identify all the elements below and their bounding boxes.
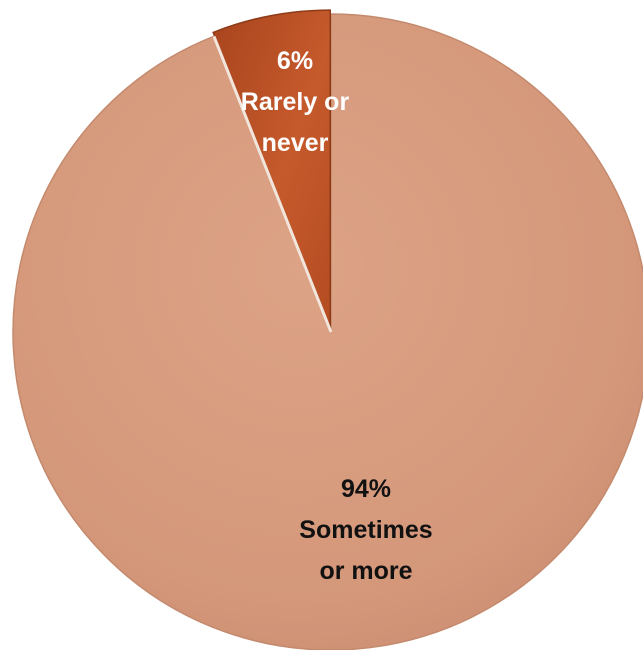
pie-labels: 94% Sometimes or more 6% Rarely or never: [241, 47, 433, 585]
data-label-category-0-1: Sometimes: [299, 516, 432, 544]
data-label-category-1-1: Rarely or: [241, 88, 350, 116]
data-label-category-0-2: or more: [319, 557, 412, 585]
slice-separator: [212, 35, 333, 333]
pie-slice-rarely-or-never: [212, 9, 331, 329]
data-label-value-0-0: 94%: [341, 475, 391, 503]
pie-slice-sometimes-or-more: [12, 13, 643, 650]
pie-slices: [12, 9, 643, 650]
data-label-value-1-0: 6%: [277, 47, 313, 75]
data-label-category-1-2: never: [262, 129, 329, 157]
